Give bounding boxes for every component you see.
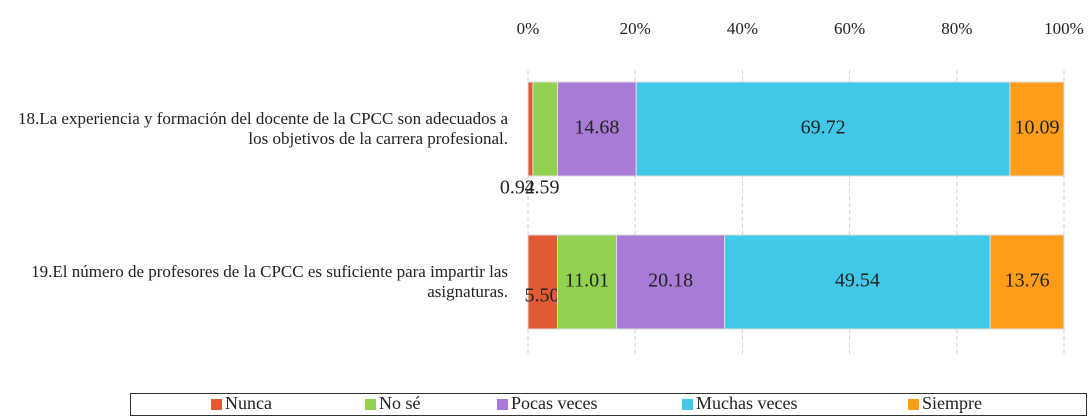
x-tick-label: 20% [620, 19, 651, 38]
legend-swatch [211, 399, 222, 410]
bar-segment [556, 234, 617, 330]
legend-label: Pocas veces [511, 393, 597, 413]
data-label: 5.50 [524, 285, 559, 307]
x-tick-label: 100% [1044, 19, 1084, 38]
x-tick-label: 40% [727, 19, 758, 38]
bar-segment [527, 81, 534, 177]
data-label: 14.68 [574, 117, 619, 139]
legend-label: Muchas veces [696, 393, 797, 413]
legend-label: Siempre [922, 393, 982, 413]
legend-swatch [365, 399, 376, 410]
data-label: 20.18 [648, 270, 693, 292]
bar-segment [1009, 81, 1065, 177]
bar-segment [989, 234, 1065, 330]
legend-swatch [908, 399, 919, 410]
data-label: 10.09 [1014, 117, 1059, 139]
bar-segment [635, 81, 1011, 177]
category-label: 18.La experiencia y formación del docent… [18, 109, 508, 148]
legend-label: No sé [379, 393, 421, 413]
data-label: 13.76 [1005, 270, 1050, 292]
x-tick-label: 60% [834, 19, 865, 38]
legend-label: Nunca [225, 393, 272, 413]
data-label: 4.59 [525, 177, 560, 199]
bar-segment [527, 234, 558, 330]
data-label: 0.92 [500, 177, 535, 199]
data-label: 49.54 [835, 270, 880, 292]
bar-segment [724, 234, 991, 330]
x-tick-label: 0% [517, 19, 540, 38]
bar-segment [557, 81, 637, 177]
bar-segment [615, 234, 726, 330]
data-label: 69.72 [801, 117, 846, 139]
legend-swatch [682, 399, 693, 410]
bar-segment [532, 81, 559, 177]
category-label: 19.El número de profesores de la CPCC es… [31, 262, 508, 301]
legend-swatch [497, 399, 508, 410]
x-tick-label: 80% [941, 19, 972, 38]
data-label: 11.01 [565, 270, 609, 292]
